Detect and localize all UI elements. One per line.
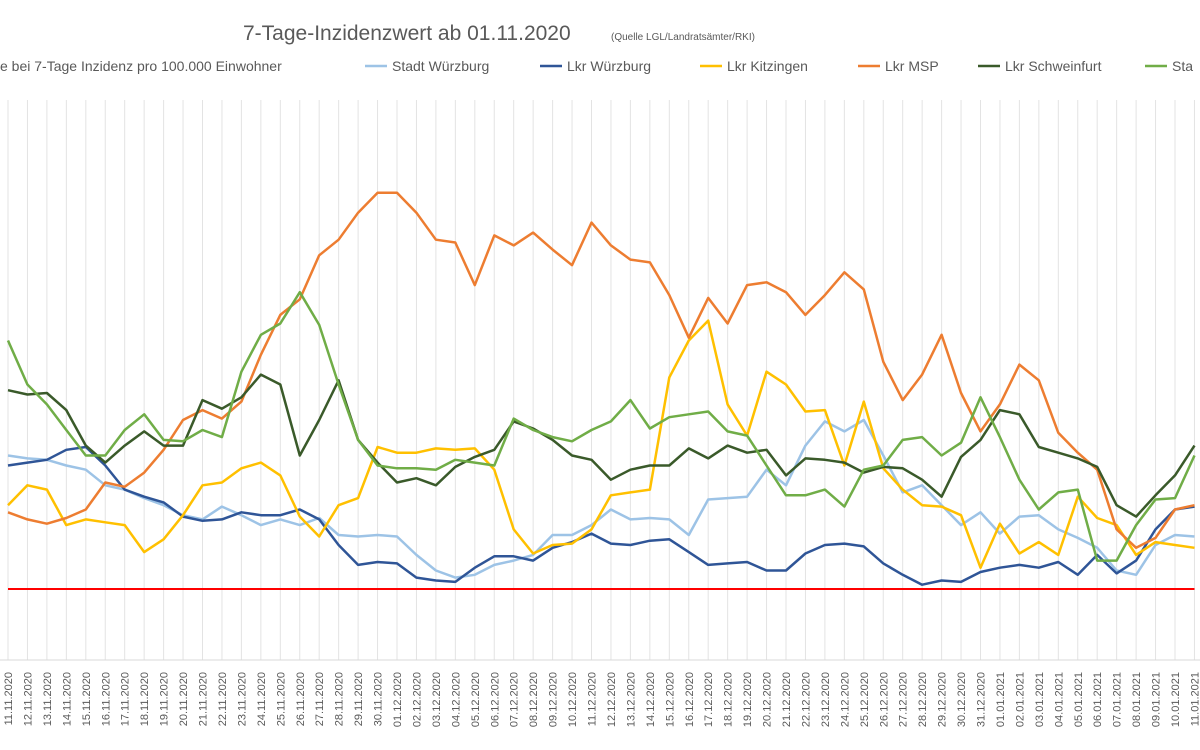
- x-tick-label: 10.01.2021: [1170, 672, 1182, 727]
- legend: e bei 7-Tage Inzidenz pro 100.000 Einwoh…: [0, 58, 1193, 74]
- x-tick-label: 12.12.2020: [606, 672, 618, 727]
- x-tick-label: 08.12.2020: [528, 672, 540, 727]
- legend-label: Lkr Schweinfurt: [1005, 58, 1102, 74]
- legend-label: Lkr Würzburg: [567, 58, 651, 74]
- x-tick-label: 06.01.2021: [1092, 672, 1104, 727]
- x-tick-label: 06.12.2020: [489, 672, 501, 727]
- x-tick-label: 20.12.2020: [762, 672, 774, 727]
- x-tick-label: 07.01.2021: [1112, 672, 1124, 727]
- x-tick-label: 23.11.2020: [236, 672, 248, 726]
- x-tick-label: 24.11.2020: [256, 672, 268, 726]
- x-tick-label: 30.11.2020: [373, 672, 385, 726]
- series-line: [7, 319, 1195, 569]
- x-tick-label: 09.12.2020: [548, 672, 560, 727]
- x-tick-label: 18.11.2020: [139, 672, 151, 726]
- x-tick-label: 25.11.2020: [275, 672, 287, 726]
- x-tick-label: 30.12.2020: [956, 672, 968, 727]
- x-tick-label: 21.11.2020: [198, 672, 210, 726]
- chart-title: 7-Tage-Inzidenzwert ab 01.11.2020: [243, 22, 571, 45]
- x-tick-label: 19.12.2020: [742, 672, 754, 727]
- series-line: [7, 373, 1196, 518]
- x-tick-label: 05.01.2021: [1073, 672, 1085, 727]
- x-tick-label: 11.12.2020: [587, 672, 599, 726]
- x-tick-label: 28.11.2020: [334, 672, 346, 726]
- x-tick-label: 27.12.2020: [898, 672, 910, 727]
- legend-label: Lkr Kitzingen: [727, 58, 808, 74]
- legend-label: e bei 7-Tage Inzidenz pro 100.000 Einwoh…: [0, 58, 282, 74]
- x-tick-label: 15.12.2020: [664, 672, 676, 727]
- x-tick-label: 26.12.2020: [878, 672, 890, 727]
- x-axis: 11.11.2020 12.11.2020 13.11.2020 14.11.2020…: [3, 672, 1200, 727]
- x-tick-label: 14.11.2020: [61, 672, 73, 726]
- x-tick-label: 23.12.2020: [820, 672, 832, 727]
- x-tick-label: 04.12.2020: [450, 672, 462, 727]
- series-line: [7, 418, 1195, 579]
- series-line: [7, 191, 1195, 550]
- x-tick-label: 22.12.2020: [800, 672, 812, 727]
- x-tick-label: 29.11.2020: [353, 672, 365, 726]
- x-tick-label: 08.01.2021: [1131, 672, 1143, 727]
- x-tick-label: 24.12.2020: [839, 672, 851, 727]
- x-tick-label: 17.11.2020: [120, 672, 132, 726]
- x-tick-label: 03.01.2021: [1034, 672, 1046, 727]
- legend-label: Stadt Würzburg: [392, 58, 489, 74]
- x-tick-label: 11.01.2021: [1189, 672, 1200, 726]
- series-line: [6, 290, 1196, 562]
- x-tick-label: 19.11.2020: [159, 672, 171, 726]
- x-tick-label: 29.12.2020: [937, 672, 949, 727]
- x-tick-label: 13.12.2020: [625, 672, 637, 727]
- x-tick-label: 28.12.2020: [917, 672, 929, 727]
- x-tick-label: 05.12.2020: [470, 672, 482, 727]
- x-tick-label: 17.12.2020: [703, 672, 715, 727]
- x-tick-label: 03.12.2020: [431, 672, 443, 727]
- x-tick-label: 27.11.2020: [314, 672, 326, 726]
- x-tick-label: 11.11.2020: [3, 672, 15, 725]
- x-tick-label: 12.11.2020: [22, 672, 34, 726]
- x-tick-label: 16.12.2020: [684, 672, 696, 727]
- x-tick-label: 01.12.2020: [392, 672, 404, 727]
- x-tick-label: 02.12.2020: [411, 672, 423, 727]
- x-tick-label: 10.12.2020: [567, 672, 579, 727]
- x-tick-label: 26.11.2020: [295, 672, 307, 726]
- x-tick-label: 31.12.2020: [976, 672, 988, 727]
- x-tick-label: 16.11.2020: [100, 672, 112, 726]
- x-tick-label: 15.11.2020: [81, 672, 93, 726]
- x-tick-label: 04.01.2021: [1053, 672, 1065, 727]
- x-tick-label: 02.01.2021: [1014, 672, 1026, 727]
- series-line: [7, 445, 1195, 586]
- plot: [6, 191, 1196, 590]
- x-tick-label: 21.12.2020: [781, 672, 793, 727]
- x-tick-label: 20.11.2020: [178, 672, 190, 726]
- legend-label: Lkr MSP: [885, 58, 939, 74]
- legend-label: Sta: [1172, 58, 1193, 74]
- x-tick-label: 07.12.2020: [509, 672, 521, 727]
- x-tick-label: 13.11.2020: [42, 672, 54, 726]
- chart-subtitle: (Quelle LGL/Landratsämter/RKI): [611, 32, 755, 43]
- x-tick-label: 18.12.2020: [723, 672, 735, 727]
- grid: [0, 100, 1200, 661]
- x-tick-label: 14.12.2020: [645, 672, 657, 727]
- x-tick-label: 22.11.2020: [217, 672, 229, 726]
- x-tick-label: 25.12.2020: [859, 672, 871, 727]
- x-tick-label: 01.01.2021: [995, 672, 1007, 727]
- x-tick-label: 09.01.2021: [1151, 672, 1163, 727]
